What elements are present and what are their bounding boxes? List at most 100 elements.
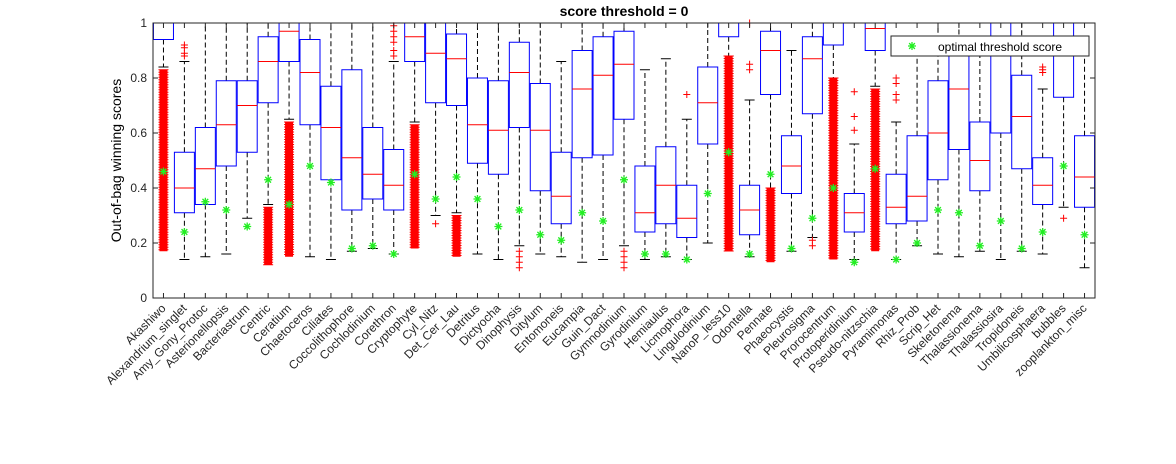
box-iqr bbox=[341, 69, 363, 211]
optimal-threshold-marker bbox=[243, 222, 252, 231]
optimal-threshold-marker bbox=[180, 228, 189, 236]
chart-title: score threshold = 0 bbox=[560, 3, 689, 19]
box-group bbox=[885, 74, 907, 264]
box-group bbox=[152, 22, 174, 252]
outlier-point bbox=[620, 247, 628, 255]
outlier-point bbox=[390, 47, 398, 54]
box-iqr bbox=[487, 80, 509, 175]
legend-asterisk-icon bbox=[908, 42, 916, 50]
outlier-point bbox=[432, 220, 440, 228]
box-iqr bbox=[550, 151, 572, 225]
optimal-threshold-marker bbox=[557, 236, 566, 245]
y-axis: 0 0.2 0.4 0.6 0.8 1 bbox=[130, 16, 1095, 305]
optimal-threshold-marker bbox=[285, 200, 294, 209]
box-iqr bbox=[927, 80, 949, 181]
box-iqr bbox=[215, 80, 237, 167]
box-iqr bbox=[1032, 157, 1054, 205]
box-iqr bbox=[780, 135, 802, 194]
outlier-cluster bbox=[452, 215, 461, 257]
optimal-threshold-marker bbox=[473, 195, 482, 203]
box-group bbox=[1032, 63, 1054, 255]
box-group bbox=[257, 22, 279, 266]
optimal-threshold-marker bbox=[996, 217, 1005, 225]
optimal-threshold-marker bbox=[871, 164, 880, 173]
optimal-threshold-marker bbox=[808, 214, 817, 223]
optimal-threshold-marker bbox=[724, 148, 733, 157]
box-iqr bbox=[885, 173, 907, 225]
box-iqr bbox=[173, 151, 195, 214]
box-group bbox=[801, 22, 823, 250]
outlier-point bbox=[892, 74, 900, 82]
box-iqr bbox=[362, 127, 384, 200]
optimal-threshold-marker bbox=[494, 222, 503, 231]
optimal-threshold-marker bbox=[661, 250, 670, 258]
optimal-threshold-marker bbox=[620, 175, 628, 184]
box-group bbox=[592, 22, 614, 260]
y-tick-label: 0.8 bbox=[130, 71, 147, 85]
optimal-threshold-marker bbox=[1080, 230, 1089, 239]
optimal-threshold-marker bbox=[954, 208, 963, 217]
optimal-threshold-marker bbox=[1038, 228, 1047, 236]
optimal-threshold-marker bbox=[410, 170, 419, 179]
optimal-threshold-marker bbox=[389, 250, 398, 258]
box-iqr bbox=[969, 121, 991, 192]
box-group bbox=[173, 41, 195, 260]
box-iqr bbox=[236, 80, 258, 153]
box-group bbox=[299, 22, 321, 258]
outlier-cluster bbox=[829, 78, 838, 260]
box-iqr bbox=[446, 33, 468, 106]
box-iqr bbox=[906, 135, 928, 222]
outlier-point bbox=[850, 88, 858, 96]
box-group bbox=[550, 61, 572, 258]
outlier-point bbox=[892, 91, 900, 98]
y-tick-label: 0.2 bbox=[130, 236, 147, 250]
box-group bbox=[278, 22, 300, 257]
box-group bbox=[864, 22, 886, 252]
optimal-threshold-marker bbox=[829, 184, 838, 192]
box-iqr bbox=[697, 66, 719, 145]
outlier-point bbox=[180, 41, 188, 49]
box-iqr bbox=[592, 36, 614, 156]
optimal-threshold-marker bbox=[578, 208, 587, 217]
optimal-threshold-marker bbox=[306, 162, 314, 170]
optimal-threshold-marker bbox=[1059, 162, 1068, 170]
box-group bbox=[843, 88, 865, 267]
optimal-threshold-marker bbox=[766, 170, 775, 179]
box-iqr bbox=[466, 77, 488, 164]
box-iqr bbox=[257, 36, 279, 104]
optimal-threshold-marker bbox=[913, 239, 922, 247]
box-group bbox=[466, 22, 488, 255]
box-group bbox=[634, 69, 656, 260]
box-group bbox=[320, 22, 342, 260]
y-tick-label: 1 bbox=[140, 16, 147, 30]
box-iqr bbox=[760, 30, 782, 95]
optimal-threshold-marker bbox=[934, 206, 942, 214]
optimal-threshold-marker bbox=[201, 197, 210, 206]
box-iqr bbox=[676, 184, 698, 238]
box-iqr bbox=[508, 41, 530, 128]
box-group bbox=[780, 50, 802, 253]
y-tick-label: 0.4 bbox=[130, 181, 147, 195]
box-iqr bbox=[613, 30, 635, 120]
optimal-threshold-marker bbox=[892, 255, 901, 264]
optimal-threshold-marker bbox=[536, 230, 545, 239]
optimal-threshold-marker bbox=[264, 175, 273, 184]
box-group bbox=[215, 22, 237, 255]
outlier-point bbox=[515, 247, 523, 255]
box-group bbox=[529, 22, 551, 255]
optimal-threshold-marker bbox=[222, 206, 231, 214]
box-group bbox=[760, 22, 782, 263]
box-group bbox=[508, 22, 530, 272]
outlier-point bbox=[1039, 63, 1047, 71]
optimal-threshold-marker bbox=[850, 258, 859, 267]
outlier-point bbox=[746, 60, 754, 68]
optimal-threshold-marker bbox=[682, 255, 691, 264]
optimal-threshold-marker bbox=[703, 189, 712, 198]
optimal-threshold-marker bbox=[515, 206, 524, 214]
optimal-threshold-marker bbox=[452, 173, 461, 181]
legend-marker-asterisk bbox=[908, 42, 916, 50]
optimal-threshold-marker bbox=[347, 244, 356, 253]
box-iqr bbox=[634, 165, 656, 233]
box-iqr bbox=[299, 39, 321, 126]
